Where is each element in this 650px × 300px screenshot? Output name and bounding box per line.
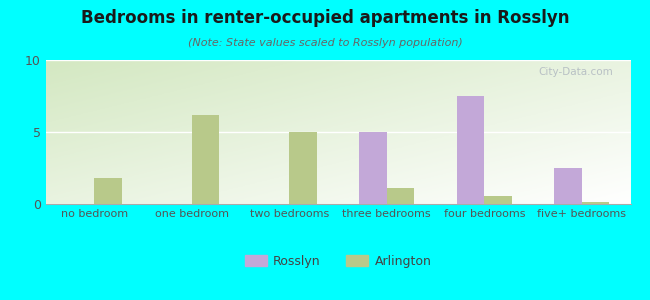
Bar xyxy=(359,132,387,204)
Text: Bedrooms in renter-occupied apartments in Rosslyn: Bedrooms in renter-occupied apartments i… xyxy=(81,9,569,27)
Bar xyxy=(582,202,609,204)
Bar xyxy=(192,115,219,204)
Bar xyxy=(289,132,317,204)
Legend: Rosslyn, Arlington: Rosslyn, Arlington xyxy=(239,250,437,273)
Bar xyxy=(484,196,512,204)
Bar xyxy=(94,178,122,204)
Bar xyxy=(554,168,582,204)
Text: (Note: State values scaled to Rosslyn population): (Note: State values scaled to Rosslyn po… xyxy=(188,38,462,47)
Bar xyxy=(387,188,414,204)
Bar xyxy=(457,96,484,204)
Text: City-Data.com: City-Data.com xyxy=(538,67,613,77)
